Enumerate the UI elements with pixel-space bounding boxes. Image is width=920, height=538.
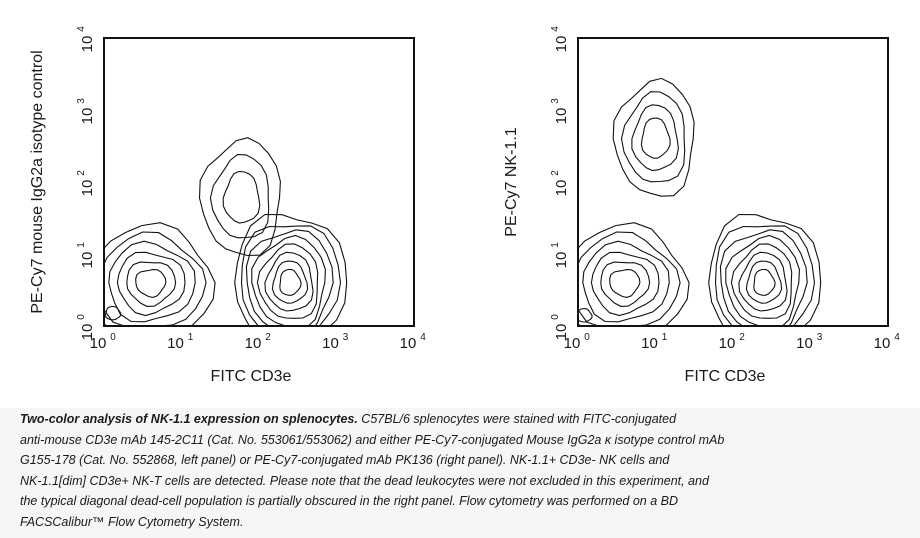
contour-line (725, 234, 800, 326)
x-tick-label: 10 (641, 335, 658, 352)
contour-line (582, 240, 670, 323)
y-tick-label: 10 (79, 180, 96, 197)
caption-line-3: G155-178 (Cat. No. 552868, left panel) o… (20, 453, 670, 467)
x-axis-label: FITC CD3e (211, 368, 292, 385)
y-tick-exponent: 0 (76, 314, 87, 320)
contour-line (104, 222, 216, 326)
contour-region (104, 137, 348, 326)
caption-line-1: C57BL/6 splenocytes were stained with FI… (357, 412, 677, 426)
contour-line (222, 170, 261, 224)
y-tick-label: 10 (79, 36, 96, 53)
y-tick-exponent: 4 (550, 26, 561, 32)
contour-line (620, 91, 686, 183)
contour-line (640, 117, 671, 159)
y-tick-label: 10 (553, 324, 570, 341)
contour-line (708, 213, 822, 326)
x-tick-label: 10 (796, 335, 813, 352)
contour-line (578, 231, 681, 326)
y-tick-exponent: 2 (550, 170, 561, 176)
y-tick-exponent: 0 (550, 314, 561, 320)
x-tick-label: 10 (90, 335, 107, 352)
x-tick-exponent: 4 (894, 332, 900, 343)
x-tick-exponent: 3 (817, 332, 823, 343)
x-tick-label: 10 (245, 335, 262, 352)
x-tick-label: 10 (400, 335, 417, 352)
contour-line (264, 251, 314, 312)
caption-line-2: anti-mouse CD3e mAb 145-2C11 (Cat. No. 5… (20, 432, 725, 447)
x-tick-label: 10 (719, 335, 736, 352)
x-tick-label: 10 (167, 335, 184, 352)
contour-line (714, 225, 816, 326)
contour-line (730, 243, 793, 319)
caption-bold-lead: Two-color analysis of NK-1.1 expression … (20, 412, 358, 426)
y-tick-label: 10 (79, 324, 96, 341)
y-tick-exponent: 1 (76, 242, 87, 248)
y-tick-exponent: 3 (76, 98, 87, 104)
y-tick-label: 10 (553, 36, 570, 53)
contour-line (612, 77, 695, 197)
x-tick-exponent: 0 (584, 332, 590, 343)
caption-box: Two-color analysis of NK-1.1 expression … (0, 408, 920, 538)
contour-line (271, 260, 309, 304)
contour-line (198, 137, 281, 257)
contour-line (135, 269, 167, 298)
y-tick-exponent: 1 (550, 242, 561, 248)
caption-line-5: the typical diagonal dead-cell populatio… (20, 494, 678, 508)
contour-line (753, 268, 776, 296)
contour-line (256, 243, 319, 319)
contour-line (738, 251, 788, 312)
y-tick-exponent: 3 (550, 98, 561, 104)
contour-line (590, 251, 660, 317)
x-tick-exponent: 1 (188, 332, 194, 343)
x-tick-label: 10 (564, 335, 581, 352)
contour-line (234, 213, 348, 326)
y-axis-label: PE-Cy7 NK-1.1 (503, 127, 520, 236)
y-tick-label: 10 (553, 180, 570, 197)
contour-line (578, 308, 593, 323)
contour-line (104, 305, 122, 321)
contour-line (245, 229, 334, 326)
contour-line (631, 104, 679, 172)
y-tick-label: 10 (553, 252, 570, 269)
contour-line (600, 261, 651, 307)
x-tick-exponent: 0 (110, 332, 116, 343)
y-tick-label: 10 (553, 108, 570, 125)
contour-line (609, 269, 641, 298)
y-axis-label: PE-Cy7 mouse IgG2a isotype control (29, 50, 46, 313)
contour-line (116, 251, 186, 317)
contour-line (108, 240, 196, 323)
plot-frame (577, 37, 889, 327)
contour-line (251, 234, 326, 326)
contour-line (209, 154, 270, 239)
figure-caption: Two-color analysis of NK-1.1 expression … (20, 409, 900, 532)
contour-line (578, 222, 690, 326)
y-tick-label: 10 (79, 108, 96, 125)
x-tick-exponent: 1 (662, 332, 668, 343)
x-tick-exponent: 3 (343, 332, 349, 343)
y-tick-label: 10 (79, 252, 96, 269)
x-tick-label: 10 (874, 335, 891, 352)
y-tick-exponent: 4 (76, 26, 87, 32)
caption-line-6: FACSCalibur™ Flow Cytometry System. (20, 514, 244, 529)
plot-frame (103, 37, 415, 327)
y-tick-exponent: 2 (76, 170, 87, 176)
contour-line (279, 268, 302, 296)
contour-region (578, 77, 822, 326)
contour-line (126, 261, 177, 307)
contour-line (745, 260, 783, 304)
x-axis-label: FITC CD3e (685, 368, 766, 385)
x-tick-exponent: 2 (739, 332, 745, 343)
contour-line (104, 231, 207, 326)
x-tick-exponent: 2 (265, 332, 271, 343)
x-tick-label: 10 (322, 335, 339, 352)
contour-line (240, 225, 342, 326)
x-tick-exponent: 4 (420, 332, 426, 343)
caption-line-4: NK-1.1[dim] CD3e+ NK-T cells are detecte… (20, 473, 709, 488)
contour-line (719, 229, 808, 326)
